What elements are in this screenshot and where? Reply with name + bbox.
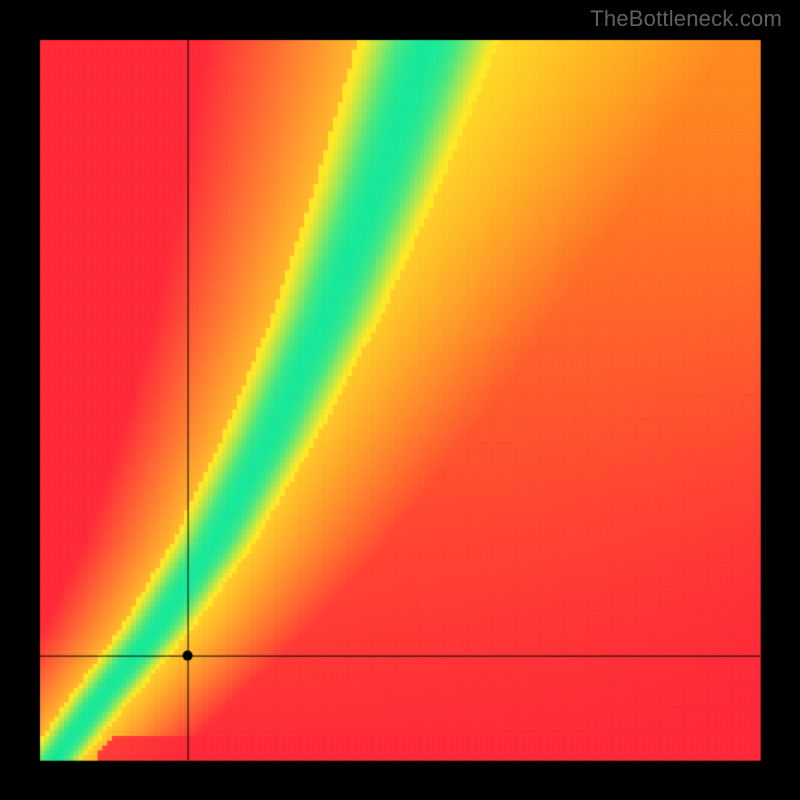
heatmap-canvas <box>0 0 800 800</box>
watermark-text: TheBottleneck.com <box>590 6 782 32</box>
chart-container: TheBottleneck.com <box>0 0 800 800</box>
